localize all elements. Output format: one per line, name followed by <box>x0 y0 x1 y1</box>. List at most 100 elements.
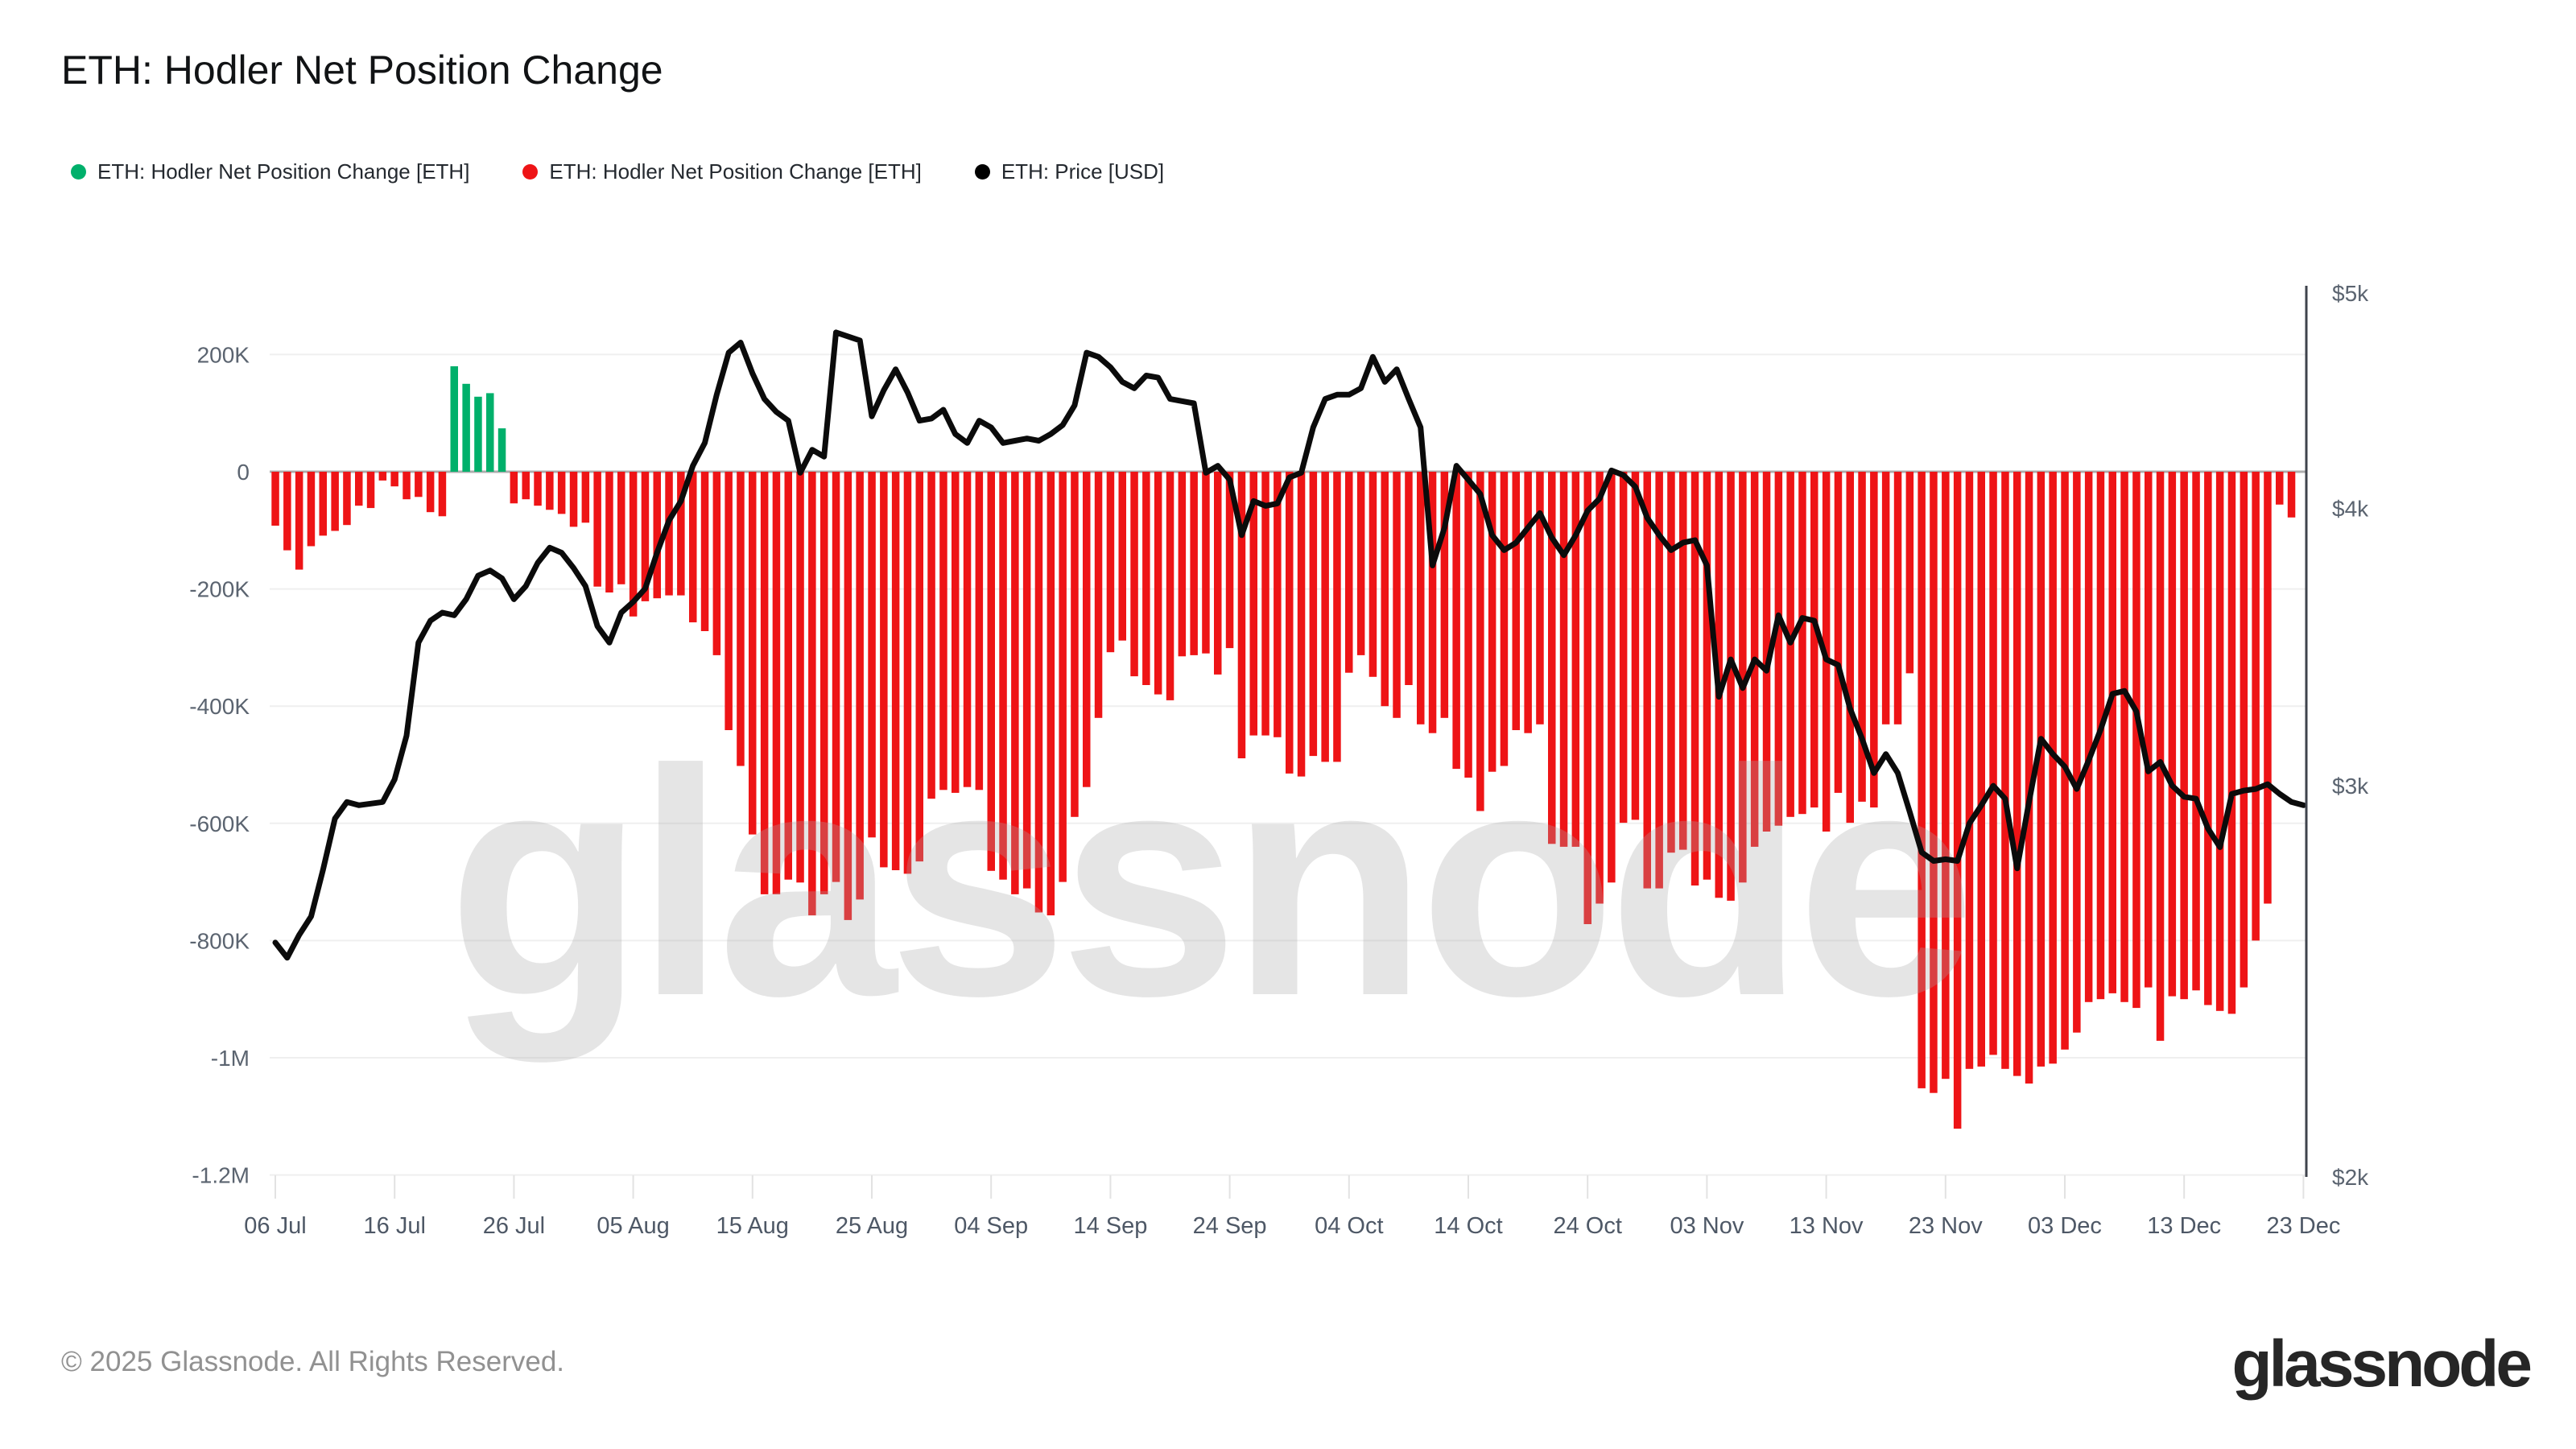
bar[interactable] <box>1214 472 1222 675</box>
bar[interactable] <box>927 472 935 799</box>
bar[interactable] <box>2240 472 2248 988</box>
bar[interactable] <box>1774 472 1783 826</box>
legend-item-hodler-positive[interactable]: ETH: Hodler Net Position Change [ETH] <box>71 159 469 184</box>
bar[interactable] <box>510 472 518 504</box>
bar[interactable] <box>343 472 351 526</box>
bar[interactable] <box>2264 472 2272 904</box>
bar[interactable] <box>975 472 984 791</box>
bar[interactable] <box>605 472 613 592</box>
bar[interactable] <box>426 472 435 513</box>
bar[interactable] <box>1870 472 1878 808</box>
bar[interactable] <box>1190 472 1198 655</box>
bar[interactable] <box>1476 472 1484 811</box>
bar[interactable] <box>1989 472 1997 1055</box>
bar[interactable] <box>2049 472 2057 1064</box>
bar[interactable] <box>1022 472 1031 889</box>
bar[interactable] <box>1154 472 1162 695</box>
bar[interactable] <box>796 472 804 883</box>
bar[interactable] <box>1834 472 1843 793</box>
bar[interactable] <box>1965 472 1974 1069</box>
bar[interactable] <box>1608 472 1616 883</box>
bar[interactable] <box>1942 472 1950 1080</box>
bar[interactable] <box>522 472 530 500</box>
bar[interactable] <box>749 472 757 835</box>
bar[interactable] <box>319 472 328 536</box>
bar[interactable] <box>1500 472 1509 766</box>
bar[interactable] <box>474 396 482 472</box>
bar[interactable] <box>952 472 960 793</box>
bar[interactable] <box>1178 472 1187 657</box>
bar[interactable] <box>283 472 291 551</box>
bar[interactable] <box>378 472 387 481</box>
bar[interactable] <box>1142 472 1150 685</box>
bar[interactable] <box>1846 472 1855 824</box>
bar[interactable] <box>999 472 1007 880</box>
bar[interactable] <box>1046 472 1055 916</box>
bar[interactable] <box>1368 472 1377 677</box>
bar[interactable] <box>772 472 781 894</box>
bar[interactable] <box>2276 472 2284 505</box>
bar[interactable] <box>1798 472 1806 815</box>
bar[interactable] <box>712 472 721 655</box>
bar[interactable] <box>1333 472 1341 762</box>
bar[interactable] <box>677 472 685 596</box>
bar[interactable] <box>1583 472 1592 924</box>
bar[interactable] <box>557 472 566 514</box>
bar[interactable] <box>1321 472 1329 762</box>
bar[interactable] <box>653 472 662 599</box>
bar[interactable] <box>2001 472 2009 1069</box>
bar[interactable] <box>1094 472 1103 718</box>
bar[interactable] <box>641 472 650 601</box>
bar[interactable] <box>486 393 494 472</box>
bar[interactable] <box>760 472 769 894</box>
bar[interactable] <box>1356 472 1365 655</box>
bar[interactable] <box>987 472 996 871</box>
bar[interactable] <box>2025 472 2033 1084</box>
bar[interactable] <box>2013 472 2021 1076</box>
bar[interactable] <box>784 472 793 880</box>
bar[interactable] <box>2204 472 2212 1005</box>
bar[interactable] <box>1083 472 1091 787</box>
bar[interactable] <box>1166 472 1174 700</box>
bar[interactable] <box>1261 472 1269 736</box>
bar[interactable] <box>1202 472 1210 654</box>
bar[interactable] <box>462 383 470 472</box>
bar[interactable] <box>1881 472 1890 724</box>
bar[interactable] <box>402 472 411 500</box>
bar[interactable] <box>1225 472 1234 649</box>
bar[interactable] <box>450 366 459 472</box>
bar[interactable] <box>497 428 506 472</box>
bar[interactable] <box>1762 472 1771 832</box>
bar[interactable] <box>1512 472 1521 730</box>
bar[interactable] <box>2192 472 2200 991</box>
bar[interactable] <box>2252 472 2260 941</box>
bar[interactable] <box>1405 472 1413 685</box>
bar[interactable] <box>1953 472 1962 1129</box>
bar[interactable] <box>1727 472 1735 901</box>
bar[interactable] <box>1464 472 1472 778</box>
bar[interactable] <box>1034 472 1043 913</box>
bar[interactable] <box>1297 472 1306 777</box>
bar[interactable] <box>939 472 947 791</box>
bar[interactable] <box>1428 472 1437 733</box>
bar[interactable] <box>891 472 900 870</box>
bar[interactable] <box>1679 472 1687 850</box>
bar[interactable] <box>617 472 625 584</box>
bar[interactable] <box>355 472 363 506</box>
bar[interactable] <box>295 472 303 570</box>
bar[interactable] <box>2073 472 2081 1033</box>
bar[interactable] <box>1596 472 1604 904</box>
bar[interactable] <box>724 472 733 730</box>
bar[interactable] <box>2227 472 2236 1014</box>
bar[interactable] <box>1274 472 1282 737</box>
bar[interactable] <box>2120 472 2128 1002</box>
bar[interactable] <box>1381 472 1389 707</box>
bar[interactable] <box>2108 472 2117 993</box>
bar[interactable] <box>2061 472 2069 1050</box>
bar[interactable] <box>1440 472 1449 718</box>
bar[interactable] <box>366 472 375 509</box>
bar[interactable] <box>2145 472 2153 988</box>
bar[interactable] <box>856 472 864 900</box>
bar[interactable] <box>808 472 816 916</box>
